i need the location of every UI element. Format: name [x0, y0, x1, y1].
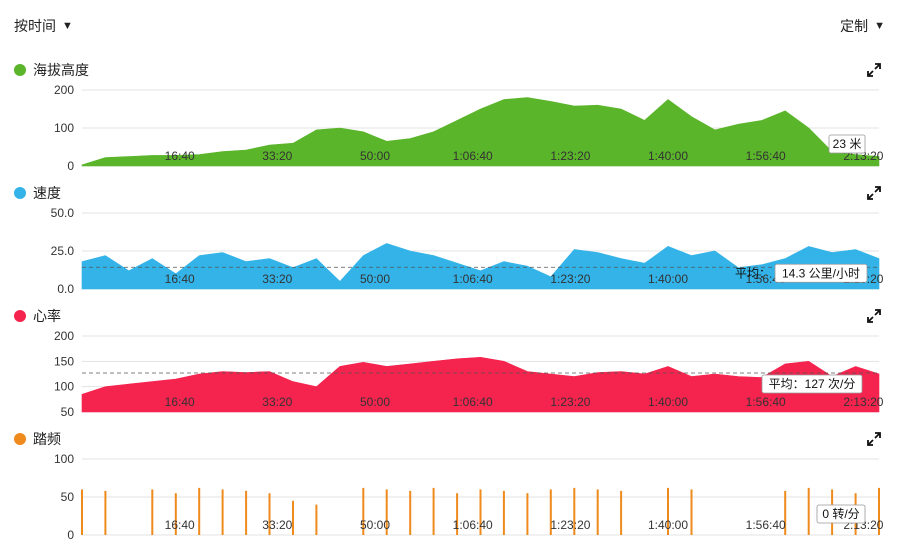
speed-x-tick-label: 1:23:20	[550, 272, 590, 286]
cadence-x-tick-label: 1:40:00	[648, 518, 688, 532]
heart-rate-x-tick-label: 1:23:20	[550, 395, 590, 409]
cadence-spike	[526, 493, 528, 535]
heart-rate-x-tick-label: 1:40:00	[648, 395, 688, 409]
cadence-callout-text: 0 转/分	[822, 506, 859, 521]
customize-dropdown-label: 定制	[840, 16, 868, 36]
speed-y-tick-label: 50.0	[51, 206, 75, 220]
cadence-spike	[222, 489, 224, 535]
speed-x-tick-label: 16:40	[165, 272, 195, 286]
cadence-spike	[620, 491, 622, 535]
heart-rate-x-tick-label: 33:20	[262, 395, 292, 409]
cadence-spike	[315, 505, 317, 535]
cadence-spike	[691, 489, 693, 535]
chevron-down-icon: ▼	[874, 20, 885, 32]
speed-x-tick-label: 1:06:40	[453, 272, 493, 286]
heart-rate-y-tick-label: 50	[61, 405, 75, 419]
heart-rate-x-tick-label: 1:56:40	[746, 395, 786, 409]
heart-rate-x-tick-label: 16:40	[165, 395, 195, 409]
heart-rate-callout-text: 平均：127 次/分	[769, 377, 856, 391]
elevation-x-tick-label: 1:23:20	[550, 149, 590, 163]
elevation-y-tick-label: 200	[54, 83, 74, 97]
heart-rate-y-tick-label: 200	[54, 329, 74, 343]
heart-rate-x-tick-label: 1:06:40	[453, 395, 493, 409]
time-axis-dropdown-label: 按时间	[14, 16, 56, 36]
elevation-x-tick-label: 1:06:40	[453, 149, 493, 163]
cadence-spike	[81, 489, 83, 535]
cadence-x-tick-label: 16:40	[165, 518, 195, 532]
cadence-x-tick-label: 50:00	[360, 518, 390, 532]
elevation-x-tick-label: 50:00	[360, 149, 390, 163]
speed-y-tick-label: 0.0	[57, 282, 74, 296]
cadence-spike	[104, 491, 106, 535]
cadence-chart: 100 50 0 16:40 33:20 50:00 1:06:40 1:23:20 1:40:…	[0, 430, 903, 547]
speed-callout: 14.3 公里/小时	[775, 264, 867, 282]
cadence-spike	[808, 488, 810, 535]
speed-x-tick-label: 1:40:00	[648, 272, 688, 286]
elevation-chart: 200 100 0 16:40 33:20 50:00 1:06:40 1:23:20 1:40…	[0, 61, 903, 184]
heart-rate-y-tick-label: 150	[54, 354, 74, 368]
speed-y-tick-label: 25.0	[51, 244, 75, 258]
elevation-callout-text: 23 米	[833, 137, 862, 151]
cadence-x-tick-label: 1:06:40	[453, 518, 493, 532]
elevation-y-tick-label: 100	[54, 121, 74, 135]
speed-x-tick-label: 50:00	[360, 272, 390, 286]
elevation-x-tick-label: 1:56:40	[746, 149, 786, 163]
cadence-callout: 0 转/分	[817, 505, 865, 523]
elevation-callout: 23 米	[829, 135, 865, 153]
speed-callout-text: 14.3 公里/小时	[782, 266, 860, 280]
speed-chart: 50.0 25.0 0.0 16:40 33:20 50:00 1:06:40 1:23:20…	[0, 184, 903, 307]
elevation-x-tick-label: 33:20	[262, 149, 292, 163]
cadence-spike	[245, 491, 247, 535]
cadence-y-tick-label: 100	[54, 452, 74, 466]
top-toolbar: 按时间 ▼ 定制 ▼	[0, 0, 903, 48]
customize-dropdown[interactable]: 定制 ▼	[840, 16, 885, 36]
heart-rate-y-tick-label: 100	[54, 380, 74, 394]
cadence-spike	[198, 488, 200, 535]
cadence-spike	[151, 489, 153, 535]
chevron-down-icon: ▼	[62, 20, 73, 32]
cadence-x-tick-label: 1:23:20	[550, 518, 590, 532]
elevation-x-tick-label: 16:40	[165, 149, 195, 163]
cadence-x-tick-label: 33:20	[262, 518, 292, 532]
cadence-x-tick-label: 1:56:40	[746, 518, 786, 532]
cadence-spike	[503, 491, 505, 535]
cadence-spike	[433, 488, 435, 535]
elevation-x-tick-label: 1:40:00	[648, 149, 688, 163]
cadence-spike	[409, 491, 411, 535]
elevation-y-tick-label: 0	[67, 159, 74, 173]
heart-rate-x-tick-label: 2:13:20	[843, 395, 883, 409]
cadence-spike	[597, 489, 599, 535]
cadence-y-tick-label: 0	[67, 528, 74, 542]
heart-rate-chart: 200 150 100 50 16:40 33:20 50:00 1:06:40 1:23:20…	[0, 307, 903, 430]
heart-rate-callout: 平均：127 次/分	[762, 375, 862, 393]
heart-rate-x-tick-label: 50:00	[360, 395, 390, 409]
speed-x-tick-label: 33:20	[262, 272, 292, 286]
time-axis-dropdown[interactable]: 按时间 ▼	[14, 16, 73, 36]
speed-average-label: 平均：	[735, 266, 771, 280]
cadence-y-tick-label: 50	[61, 490, 75, 504]
